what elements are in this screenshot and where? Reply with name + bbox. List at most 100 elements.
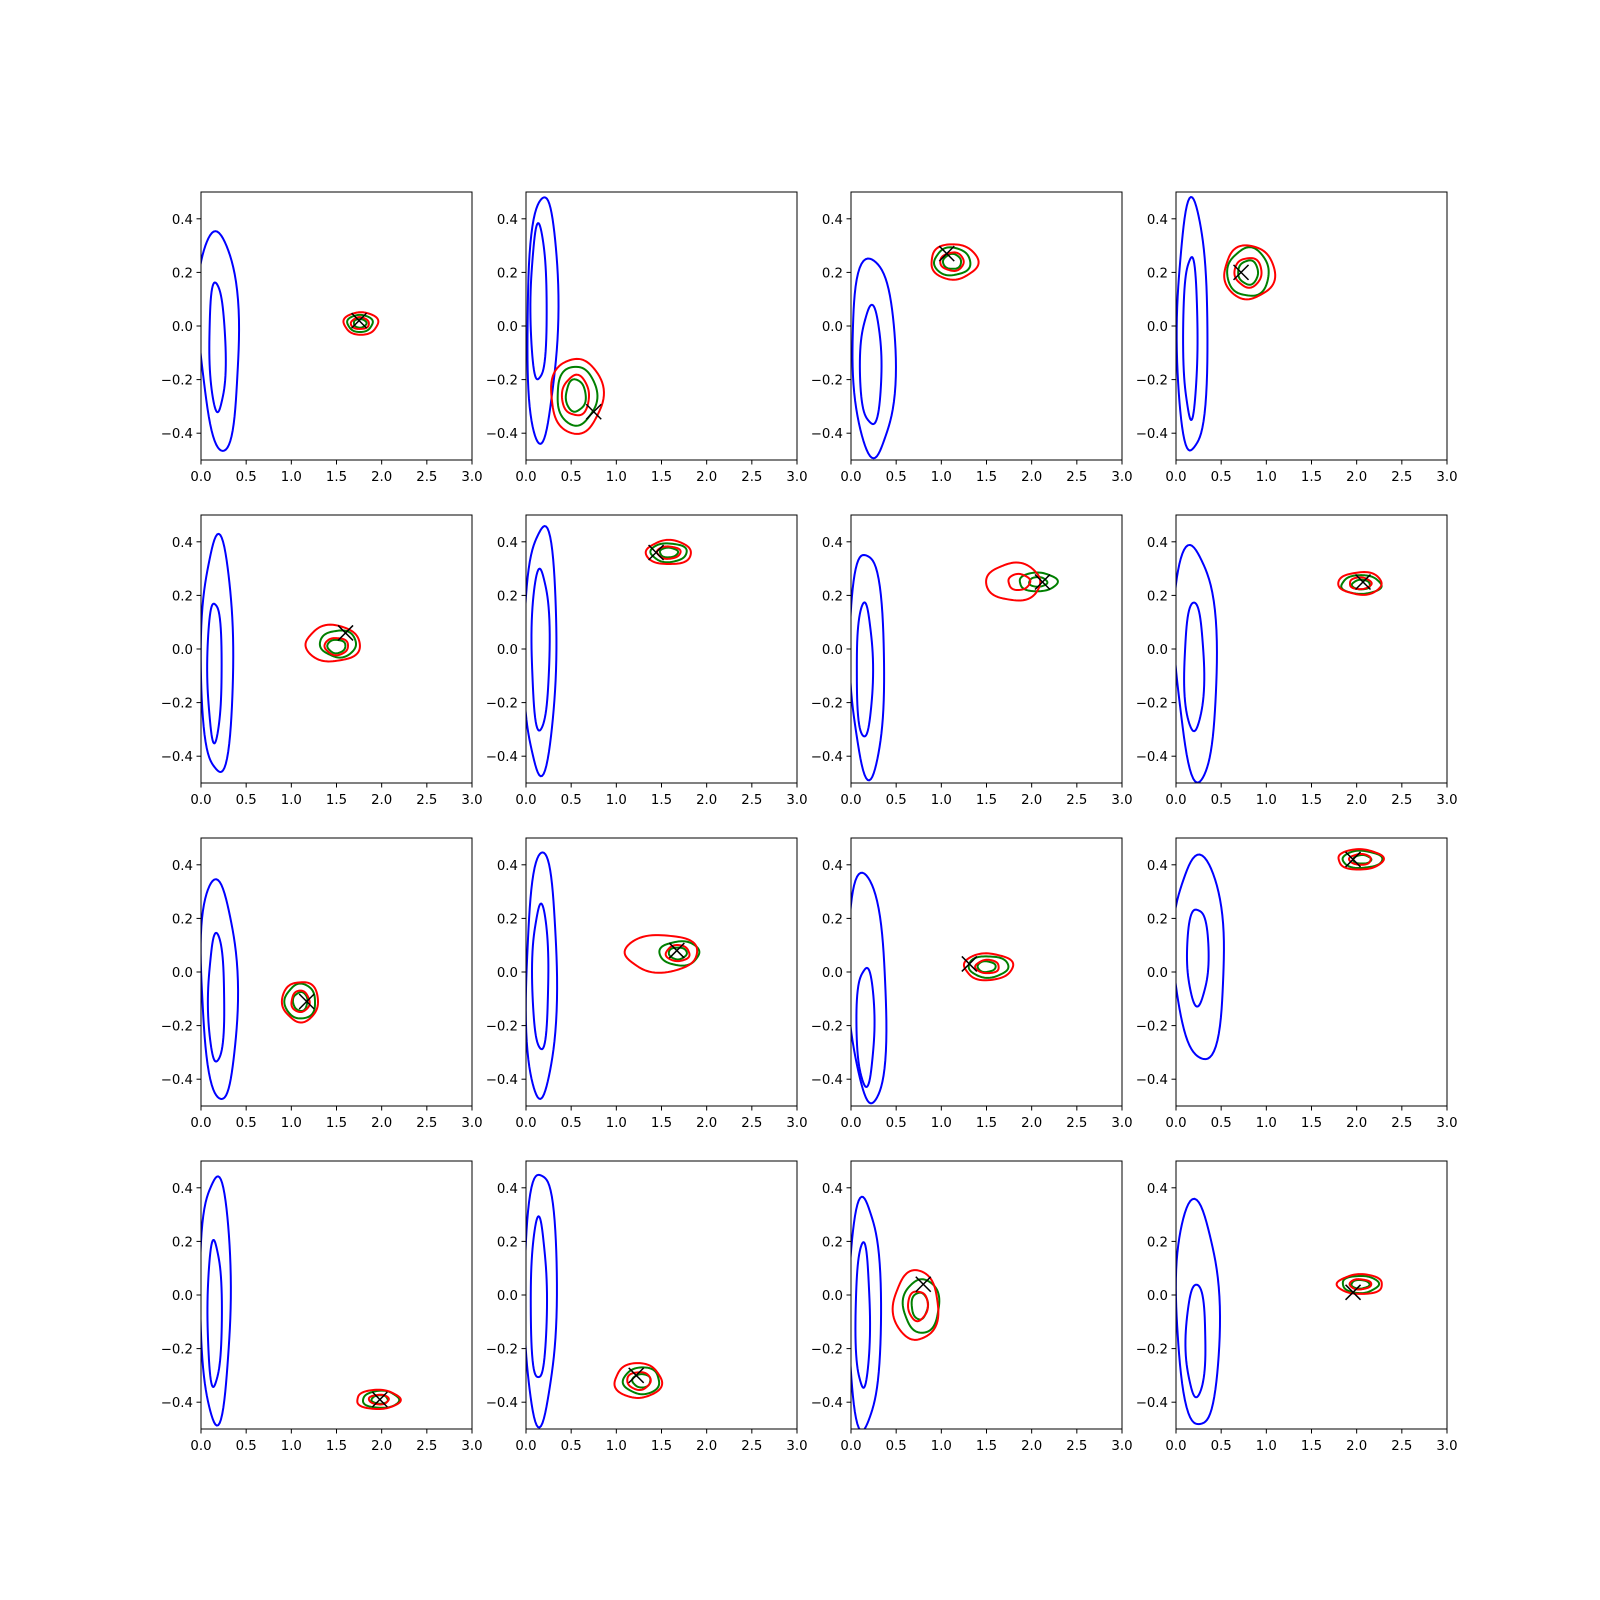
y-tick-label: 0.4 xyxy=(822,1182,843,1197)
x-marker xyxy=(648,544,665,561)
axes-frame xyxy=(200,1160,473,1430)
green-contour-outer xyxy=(932,246,972,277)
y-tick-label: 0.0 xyxy=(497,320,518,335)
y-tick-label: −0.4 xyxy=(811,427,843,442)
x-tick-label: 3.0 xyxy=(461,793,482,808)
y-tick-label: −0.4 xyxy=(811,750,843,765)
x-tick-label: 1.0 xyxy=(1256,1439,1277,1454)
x-tick-label: 2.5 xyxy=(416,793,437,808)
y-tick-label: 0.4 xyxy=(497,859,518,874)
y-tick-label: 0.0 xyxy=(497,966,518,981)
blue-contour-inner xyxy=(855,601,875,738)
x-tick-label: 1.5 xyxy=(326,1116,347,1131)
green-contour-outer xyxy=(556,365,599,427)
axes-frame xyxy=(850,1160,1123,1430)
plot-area xyxy=(526,196,605,445)
plot-area xyxy=(526,525,692,778)
x-tick-label: 2.0 xyxy=(371,1439,392,1454)
y-tick-label: 0.2 xyxy=(172,1235,193,1250)
red-contour-inner xyxy=(323,637,349,657)
y-tick-label: −0.4 xyxy=(161,1396,193,1411)
x-tick-label: 2.0 xyxy=(1346,1439,1367,1454)
x-tick-label: 2.5 xyxy=(1391,1439,1412,1454)
x-tick-label: 0.5 xyxy=(1211,1116,1232,1131)
x-tick-label: 1.0 xyxy=(281,1439,302,1454)
x-tick-label: 1.5 xyxy=(1301,1439,1322,1454)
blue-contour-inner xyxy=(206,931,226,1063)
blue-contour-outer xyxy=(851,1195,883,1429)
x-tick-label: 1.0 xyxy=(606,1439,627,1454)
y-tick-label: 0.2 xyxy=(822,1235,843,1250)
x-tick-label: 2.0 xyxy=(371,470,392,485)
x-tick-label: 0.0 xyxy=(840,793,861,808)
x-tick-label: 1.0 xyxy=(281,470,302,485)
y-tick-label: −0.4 xyxy=(486,1396,518,1411)
y-tick-label: 0.4 xyxy=(497,1182,518,1197)
x-tick-label: 0.0 xyxy=(1165,1439,1186,1454)
y-tick-label: 0.2 xyxy=(497,589,518,604)
y-tick-label: 0.2 xyxy=(497,1235,518,1250)
x-tick-label: 3.0 xyxy=(1111,1116,1132,1131)
x-tick-label: 1.5 xyxy=(1301,470,1322,485)
x-tick-label: 0.0 xyxy=(190,1116,211,1131)
red-contour-inner xyxy=(664,944,691,963)
red-contour-outer xyxy=(962,952,1015,982)
axes-frame xyxy=(1175,191,1448,461)
blue-contour-outer xyxy=(851,871,888,1105)
x-tick-label: 3.0 xyxy=(1436,1439,1457,1454)
green-contour-outer xyxy=(283,982,317,1020)
x-tick-label: 2.0 xyxy=(1021,793,1042,808)
x-tick-label: 1.0 xyxy=(606,1116,627,1131)
green-contour-outer xyxy=(1018,571,1059,593)
y-tick-label: 0.4 xyxy=(172,859,193,874)
x-tick-label: 3.0 xyxy=(461,1439,482,1454)
axes-frame xyxy=(200,837,473,1107)
x-tick-label: 0.0 xyxy=(840,470,861,485)
plot-area xyxy=(1176,196,1277,452)
x-tick-label: 1.5 xyxy=(976,1116,997,1131)
red-contour-outer xyxy=(930,243,980,281)
green-contour-inner xyxy=(976,960,997,974)
plot-area xyxy=(526,851,701,1100)
y-tick-label: 0.2 xyxy=(172,912,193,927)
x-tick-label: 0.5 xyxy=(561,470,582,485)
red-contour-outer xyxy=(1223,244,1277,301)
x-tick-label: 0.5 xyxy=(236,1439,257,1454)
x-tick-label: 3.0 xyxy=(1111,793,1132,808)
y-tick-label: −0.2 xyxy=(486,1343,518,1358)
x-marker xyxy=(668,942,685,959)
y-tick-label: −0.4 xyxy=(161,427,193,442)
x-tick-label: 3.0 xyxy=(786,793,807,808)
x-marker xyxy=(1345,851,1362,868)
y-tick-label: 0.4 xyxy=(172,536,193,551)
x-tick-label: 1.0 xyxy=(281,1116,302,1131)
x-tick-label: 0.5 xyxy=(1211,470,1232,485)
x-tick-label: 1.0 xyxy=(281,793,302,808)
y-tick-label: −0.4 xyxy=(1136,1073,1168,1088)
y-tick-label: −0.2 xyxy=(161,697,193,712)
red-contour-outer xyxy=(304,623,361,663)
plot-area xyxy=(201,532,361,773)
x-tick-label: 1.5 xyxy=(1301,793,1322,808)
blue-contour-outer xyxy=(1176,543,1218,783)
y-tick-label: −0.4 xyxy=(1136,427,1168,442)
y-tick-label: 0.0 xyxy=(172,1289,193,1304)
y-tick-label: 0.0 xyxy=(1147,1289,1168,1304)
x-tick-label: 2.5 xyxy=(741,793,762,808)
x-tick-label: 2.5 xyxy=(416,1116,437,1131)
x-tick-label: 0.0 xyxy=(190,793,211,808)
y-tick-label: 0.4 xyxy=(497,213,518,228)
y-tick-label: −0.2 xyxy=(811,1343,843,1358)
blue-contour-inner xyxy=(206,1238,223,1388)
blue-contour-inner xyxy=(529,1215,549,1379)
x-tick-label: 2.0 xyxy=(1346,470,1367,485)
red-contour-outer xyxy=(1335,1273,1383,1295)
y-tick-label: 0.0 xyxy=(497,1289,518,1304)
x-tick-label: 0.5 xyxy=(236,1116,257,1131)
blue-contour-inner xyxy=(531,902,550,1051)
x-tick-label: 0.0 xyxy=(840,1116,861,1131)
green-contour-outer xyxy=(621,1366,661,1396)
plot-area xyxy=(851,1195,941,1429)
blue-contour-outer xyxy=(201,1175,232,1427)
subplot-14: 0.0 0.5 1.0 1.5 2.0 2.5 3.0 −0.4 −0.2 0.0 0.2 0.4 xyxy=(486,1160,808,1454)
